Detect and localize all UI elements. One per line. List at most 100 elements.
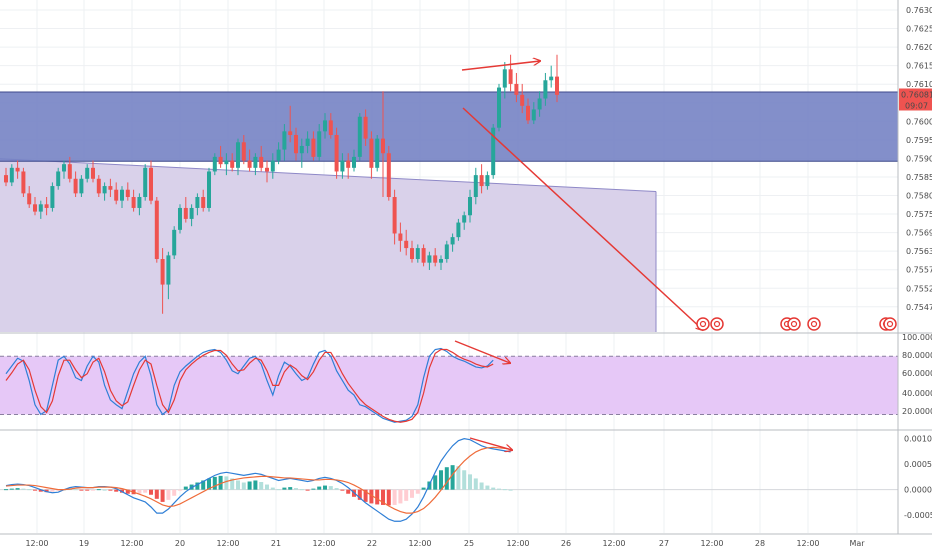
macd-histogram-bar [166, 489, 171, 500]
candle-body [381, 138, 385, 154]
event-icon-dot [713, 320, 721, 328]
candle-body [91, 167, 95, 179]
macd-histogram-bar [230, 478, 235, 490]
macd-histogram-bar [178, 489, 182, 491]
candle-body [85, 167, 90, 179]
macd-histogram-bar [288, 487, 293, 490]
x-axis-label: 20 [175, 539, 185, 548]
macd-histogram-bar [485, 485, 490, 490]
candle-body [468, 197, 472, 216]
candle-body [282, 131, 287, 150]
macd-divergence-arrow [469, 437, 512, 450]
macd-histogram-bar [241, 482, 246, 490]
macd-histogram-bar [137, 489, 142, 494]
candle-body [265, 167, 269, 172]
stochastic-pane[interactable] [0, 340, 898, 423]
economic-event-icon[interactable] [883, 317, 897, 331]
candle-body [131, 197, 136, 208]
macd-histogram-bar [421, 487, 426, 490]
macd-histogram-bar [27, 489, 32, 491]
event-icon-dot [810, 320, 818, 328]
candle-body [369, 138, 374, 168]
macd-histogram-bar [212, 476, 217, 490]
candle-body [212, 156, 217, 172]
candle-body [508, 69, 513, 84]
macd-histogram-bar [91, 489, 95, 491]
macd-histogram-bar [363, 489, 368, 502]
x-axis-label: 26 [561, 539, 571, 548]
event-icons[interactable] [696, 317, 897, 331]
candle-body [143, 167, 148, 198]
candle-body [218, 156, 223, 165]
macd-histogram-bar [410, 489, 414, 498]
candle-body [473, 175, 478, 198]
economic-event-icon[interactable] [710, 317, 724, 331]
macd-histogram-bar [398, 489, 403, 504]
candle-body [50, 186, 55, 208]
x-axis-label: 21 [271, 539, 281, 548]
economic-event-icon[interactable] [696, 317, 710, 331]
candle-body [526, 105, 530, 121]
triangle-pattern-shading [0, 158, 656, 332]
macd-histogram-bar [276, 489, 281, 491]
stochastic-axis-label: 60.0000 [902, 369, 932, 378]
macd-histogram-bar [381, 489, 385, 505]
candle-body [485, 175, 490, 187]
candle-body [497, 87, 501, 128]
macd-histogram-bar [369, 489, 374, 504]
x-axis-label: 12:00 [506, 539, 529, 548]
candle-body [555, 76, 559, 95]
macd-histogram-bar [15, 488, 20, 490]
macd-histogram-bar [253, 480, 258, 490]
economic-event-icon[interactable] [787, 317, 801, 331]
candle-body [375, 138, 380, 168]
event-icon-ring [696, 317, 710, 331]
x-axis-label: Mar [849, 539, 865, 548]
macd-histogram-bar [346, 489, 351, 494]
macd-line [5, 446, 511, 514]
candle-body [270, 160, 275, 172]
macd-pane[interactable] [0, 437, 898, 522]
candle-body [311, 138, 316, 157]
macd-histogram-bar [444, 467, 449, 490]
macd-histogram-bar [50, 489, 55, 492]
divergence-arrow [461, 61, 540, 71]
macd-histogram-bar [473, 478, 478, 490]
macd-histogram-bar [207, 478, 211, 490]
candle-body [346, 160, 351, 168]
candle-body [195, 197, 200, 208]
macd-histogram-bar [143, 489, 148, 493]
price-overlay-zones [0, 91, 898, 332]
candle-body [154, 200, 159, 260]
candle-body [410, 248, 414, 260]
candle-body [125, 189, 130, 198]
macd-histogram-bar [328, 486, 333, 490]
macd-histogram-bar [265, 484, 269, 490]
economic-event-icon[interactable] [807, 317, 821, 331]
candle-body [172, 229, 177, 256]
candle-body [299, 145, 304, 154]
candle-body [160, 259, 165, 285]
candle-body [404, 240, 409, 249]
stochastic-axis-label: 100.0000 [902, 333, 932, 342]
x-axis-label: 12:00 [216, 539, 239, 548]
macd-histogram-bar [433, 475, 438, 490]
macd-histogram-bar [415, 489, 420, 494]
candle-body [38, 204, 43, 212]
x-axis-label: 12:00 [700, 539, 723, 548]
price-pane[interactable] [4, 54, 703, 330]
macd-histogram-bar [468, 474, 472, 490]
candle-body [44, 204, 49, 208]
macd-histogram-bar [340, 489, 345, 491]
candle-body [27, 193, 32, 205]
x-axis-label: 28 [755, 539, 765, 548]
